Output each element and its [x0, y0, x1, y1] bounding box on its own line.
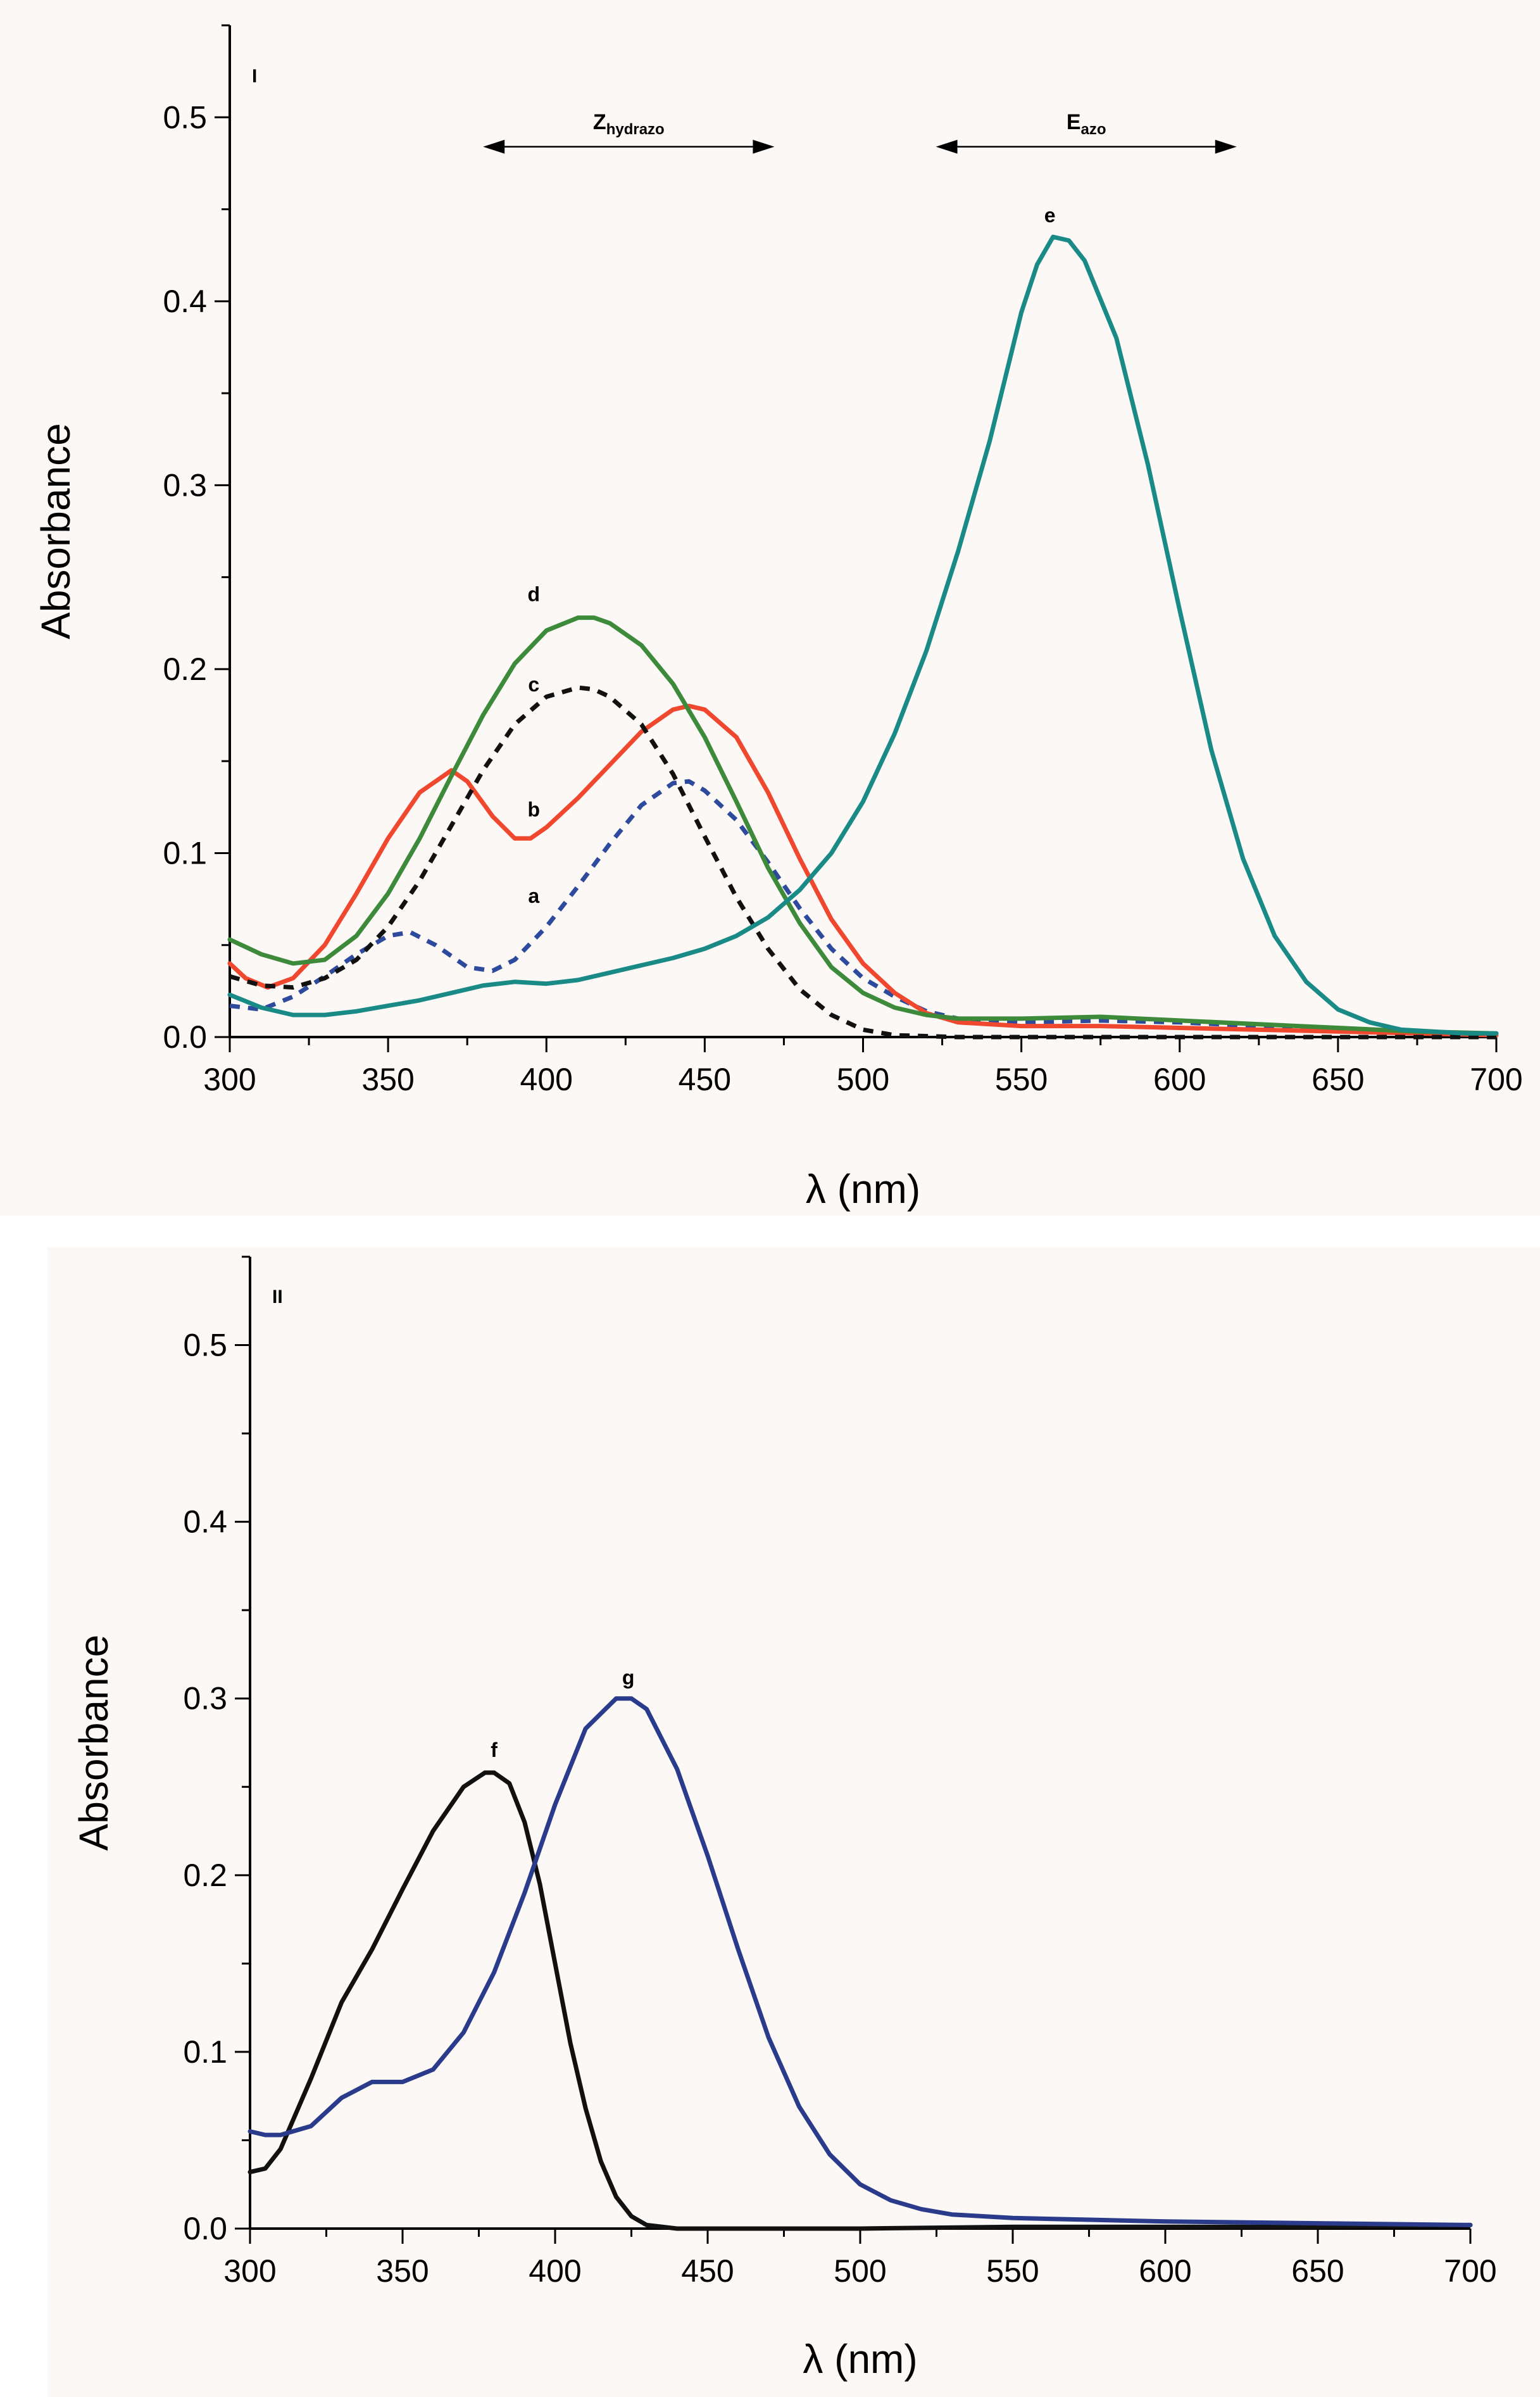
y-tick-label: 0.2 — [163, 651, 207, 687]
x-tick-label: 300 — [223, 2253, 276, 2289]
x-tick-label: 650 — [1312, 1062, 1364, 1097]
series-f-label: f — [491, 1739, 498, 1761]
y-tick-label: 0.4 — [183, 1504, 227, 1540]
panel-1-background — [0, 0, 1540, 1216]
y-tick-label: 0.3 — [163, 467, 207, 503]
x-axis-title: λ (nm) — [803, 2336, 917, 2382]
panel-1-chart: 300 350 400 450 500 550 600 650 700 0.0 0.1 0.2 0.3 0… — [33, 24, 1523, 1212]
x-axis-title: λ (nm) — [806, 1166, 920, 1212]
panel-label: II — [272, 1287, 283, 1307]
series-g-label: g — [622, 1666, 635, 1689]
series-d-line — [227, 615, 1499, 1036]
series-g-line — [247, 1696, 1473, 2227]
x-tick-label: 500 — [837, 1062, 889, 1097]
series-e-label: e — [1044, 204, 1056, 227]
series-f-line — [247, 1770, 1473, 2231]
series-a-line — [229, 779, 1497, 1038]
series-d-label: d — [527, 582, 540, 605]
series-e-line — [227, 234, 1499, 1036]
series-a-label: a — [528, 884, 539, 907]
panel-2-chart: 300 350 400 450 500 550 600 650 700 0.0 0.1 0.2 0.3 0… — [71, 1255, 1497, 2382]
y-tick-label: 0.0 — [183, 2211, 227, 2246]
x-tick-label: 350 — [361, 1062, 414, 1097]
y-tick-label: 0.4 — [163, 284, 207, 319]
x-tick-label: 350 — [376, 2253, 429, 2289]
series-c-label: c — [528, 673, 539, 696]
x-tick-label: 400 — [529, 2253, 581, 2289]
x-tick-label: 650 — [1291, 2253, 1344, 2289]
x-tick-label: 700 — [1444, 2253, 1496, 2289]
y-tick-label: 0.3 — [183, 1681, 227, 1716]
series-c-line — [229, 685, 1496, 1040]
y-tick-label: 0.1 — [183, 2034, 227, 2070]
y-tick-label: 0.5 — [163, 99, 207, 135]
y-axis-title: Absorbance — [71, 1635, 116, 1851]
y-axis-title: Absorbance — [33, 423, 78, 639]
panel-label: I — [252, 66, 257, 87]
x-tick-label: 550 — [986, 2253, 1039, 2289]
arrow-right-head — [753, 139, 775, 154]
arrow-left-head — [936, 139, 958, 154]
x-tick-label: 700 — [1470, 1062, 1522, 1097]
x-tick-label: 400 — [520, 1062, 573, 1097]
y-tick-label: 0.1 — [163, 835, 207, 871]
x-tick-label: 600 — [1139, 2253, 1191, 2289]
series-b-label: b — [527, 798, 540, 821]
x-tick-label: 600 — [1153, 1062, 1206, 1097]
y-tick-label: 0.5 — [183, 1328, 227, 1363]
x-tick-label: 450 — [679, 1062, 731, 1097]
y-tick-label: 0.0 — [163, 1019, 207, 1055]
x-tick-label: 300 — [203, 1062, 256, 1097]
panel-2-background — [47, 1247, 1540, 2397]
x-tick-label: 450 — [681, 2253, 734, 2289]
x-tick-label: 550 — [995, 1062, 1048, 1097]
x-tick-label: 500 — [834, 2253, 886, 2289]
y-tick-label: 0.2 — [183, 1858, 227, 1893]
arrow-right-head — [1215, 139, 1237, 154]
arrow-left-head — [483, 139, 505, 154]
series-b-line — [227, 703, 1499, 1038]
